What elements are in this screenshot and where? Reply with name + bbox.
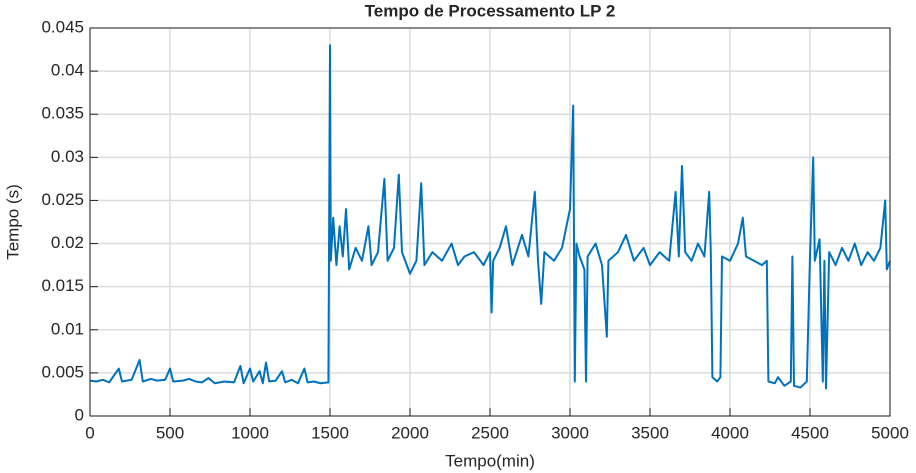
- y-tick-label: 0.035: [41, 104, 84, 123]
- y-tick-label: 0.045: [41, 17, 84, 36]
- x-tick-label: 3500: [631, 423, 669, 442]
- x-tick-label: 4500: [791, 423, 829, 442]
- y-tick-label: 0: [75, 405, 84, 424]
- x-tick-label: 3000: [551, 423, 589, 442]
- data-line: [89, 44, 891, 390]
- x-tick-label: 4000: [711, 423, 749, 442]
- y-tick-label: 0.02: [51, 233, 84, 252]
- x-tick-label: 1500: [311, 423, 349, 442]
- x-tick-label: 2500: [471, 423, 509, 442]
- x-axis-label: Tempo(min): [445, 451, 535, 470]
- x-tick-label: 500: [156, 423, 184, 442]
- plot: [89, 44, 891, 390]
- ticks: 0 0.005 0.01 0.015 0.02 0.025 0.03 0.035 0.04 0.0…: [41, 17, 908, 442]
- y-tick-label: 0.015: [41, 276, 84, 295]
- chart-title: Tempo de Processamento LP 2: [365, 1, 616, 20]
- x-tick-label: 5000: [871, 423, 909, 442]
- y-axis-label: Tempo (s): [3, 184, 22, 260]
- y-tick-label: 0.005: [41, 362, 84, 381]
- y-tick-label: 0.025: [41, 190, 84, 209]
- x-tick-label: 1000: [231, 423, 269, 442]
- x-tick-label: 0: [85, 423, 94, 442]
- x-tick-label: 2000: [391, 423, 429, 442]
- y-tick-label: 0.01: [51, 319, 84, 338]
- y-tick-label: 0.03: [51, 147, 84, 166]
- y-tick-label: 0.04: [51, 61, 84, 80]
